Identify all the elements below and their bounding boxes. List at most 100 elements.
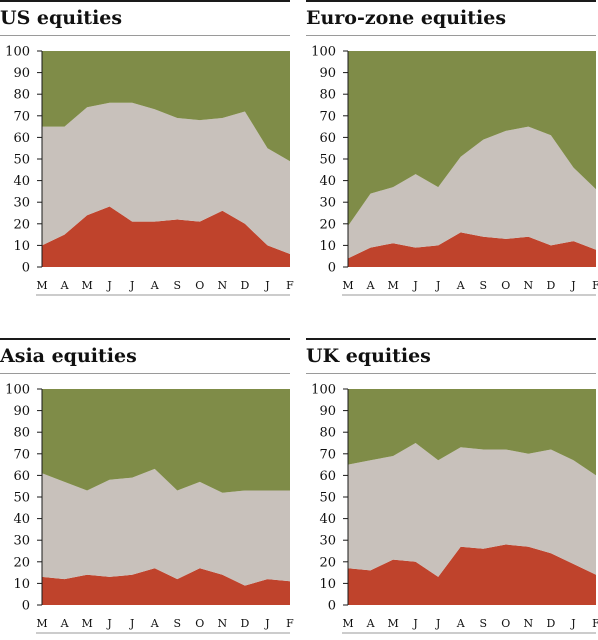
x-tick-label: J: [264, 279, 269, 292]
x-tick-label: A: [456, 617, 466, 630]
x-tick-label: J: [412, 279, 417, 292]
x-tick-label: O: [195, 617, 204, 630]
chart-panel-2: Asia equities 0 10 20 30 40 50 60 70 80 90 100 M A M J…: [0, 338, 294, 638]
series-area-red: [42, 206, 290, 267]
y-tick-label: 20: [13, 555, 30, 570]
y-tick-label: 50: [319, 153, 336, 168]
x-tick-label: S: [479, 617, 487, 630]
series-area-green: [348, 51, 596, 226]
y-tick-label: 100: [5, 383, 30, 398]
series-area-grey: [348, 126, 596, 259]
y-tick-label: 0: [22, 261, 30, 276]
x-tick-label: N: [524, 617, 534, 630]
series-area-green: [42, 389, 290, 493]
x-tick-label: A: [150, 617, 160, 630]
y-tick-label: 40: [13, 174, 30, 189]
y-tick-label: 60: [319, 131, 336, 146]
x-tick-label: M: [36, 617, 47, 630]
x-tick-label: M: [81, 617, 92, 630]
x-tick-label: M: [36, 279, 47, 292]
y-tick-label: 0: [328, 599, 336, 614]
y-tick-label: 30: [13, 196, 30, 211]
x-tick-label: A: [366, 279, 376, 292]
x-tick-label: O: [195, 279, 204, 292]
x-tick-label: S: [173, 279, 181, 292]
chart-title: Euro-zone equities: [306, 0, 596, 36]
y-tick-label: 60: [319, 469, 336, 484]
series-area-grey: [42, 102, 290, 254]
x-tick-label: J: [570, 279, 575, 292]
x-tick-label: J: [435, 617, 440, 630]
chart-panel-1: Euro-zone equities 0 10 20 30 40 50 60 70 80 90 10…: [306, 0, 598, 300]
y-tick-label: 20: [319, 555, 336, 570]
y-tick-label: 90: [319, 66, 336, 81]
y-tick-label: 80: [319, 426, 336, 441]
y-tick-label: 70: [319, 447, 336, 462]
y-tick-label: 90: [13, 404, 30, 419]
chart-title: UK equities: [306, 338, 596, 374]
x-tick-label: J: [264, 617, 269, 630]
series-area-green: [42, 51, 290, 162]
y-tick-label: 40: [319, 174, 336, 189]
x-tick-label: N: [524, 279, 534, 292]
chart-panel-0: US equities 0 10 20 30 40 50 60 70 80 90 100 M A M J J A…: [0, 0, 294, 300]
y-tick-label: 80: [319, 88, 336, 103]
y-tick-label: 50: [13, 153, 30, 168]
series-area-grey: [42, 468, 290, 586]
x-tick-label: D: [240, 279, 249, 292]
x-tick-label: F: [286, 617, 294, 630]
y-tick-label: 90: [319, 404, 336, 419]
x-tick-label: O: [501, 617, 510, 630]
x-tick-label: M: [81, 279, 92, 292]
series-area-red: [348, 544, 596, 605]
y-tick-label: 100: [311, 383, 336, 398]
chart-title: US equities: [0, 0, 290, 36]
y-tick-label: 100: [5, 45, 30, 60]
y-tick-label: 70: [13, 109, 30, 124]
x-tick-label: M: [342, 279, 353, 292]
x-tick-label: F: [286, 279, 294, 292]
x-tick-label: J: [106, 617, 111, 630]
x-tick-label: F: [592, 279, 598, 292]
x-tick-label: F: [592, 617, 598, 630]
y-tick-label: 80: [13, 426, 30, 441]
x-tick-label: D: [546, 279, 555, 292]
x-tick-label: N: [218, 279, 228, 292]
y-tick-label: 60: [13, 469, 30, 484]
y-tick-label: 20: [319, 217, 336, 232]
series-area-grey: [348, 443, 596, 577]
y-tick-label: 40: [319, 512, 336, 527]
x-tick-label: S: [479, 279, 487, 292]
x-tick-label: A: [456, 279, 466, 292]
x-tick-label: O: [501, 279, 510, 292]
y-tick-label: 10: [13, 239, 30, 254]
chart-panel-3: UK equities 0 10 20 30 40 50 60 70 80 90 100 M A M J J A…: [306, 338, 598, 638]
x-tick-label: D: [546, 617, 555, 630]
x-tick-label: S: [173, 617, 181, 630]
y-tick-label: 30: [13, 534, 30, 549]
y-tick-label: 100: [311, 45, 336, 60]
x-tick-label: A: [60, 279, 70, 292]
series-area-red: [348, 232, 596, 267]
y-tick-label: 70: [13, 447, 30, 462]
x-tick-label: M: [387, 279, 398, 292]
x-tick-label: A: [60, 617, 70, 630]
y-tick-label: 30: [319, 196, 336, 211]
y-tick-label: 60: [13, 131, 30, 146]
y-tick-label: 90: [13, 66, 30, 81]
y-tick-label: 50: [13, 491, 30, 506]
x-tick-label: A: [150, 279, 160, 292]
x-tick-label: N: [218, 617, 228, 630]
x-tick-label: D: [240, 617, 249, 630]
y-tick-label: 80: [13, 88, 30, 103]
y-tick-label: 20: [13, 217, 30, 232]
x-tick-label: J: [570, 617, 575, 630]
x-tick-label: J: [129, 279, 134, 292]
y-tick-label: 0: [328, 261, 336, 276]
x-tick-label: J: [435, 279, 440, 292]
x-tick-label: J: [106, 279, 111, 292]
y-tick-label: 70: [319, 109, 336, 124]
y-tick-label: 10: [13, 577, 30, 592]
